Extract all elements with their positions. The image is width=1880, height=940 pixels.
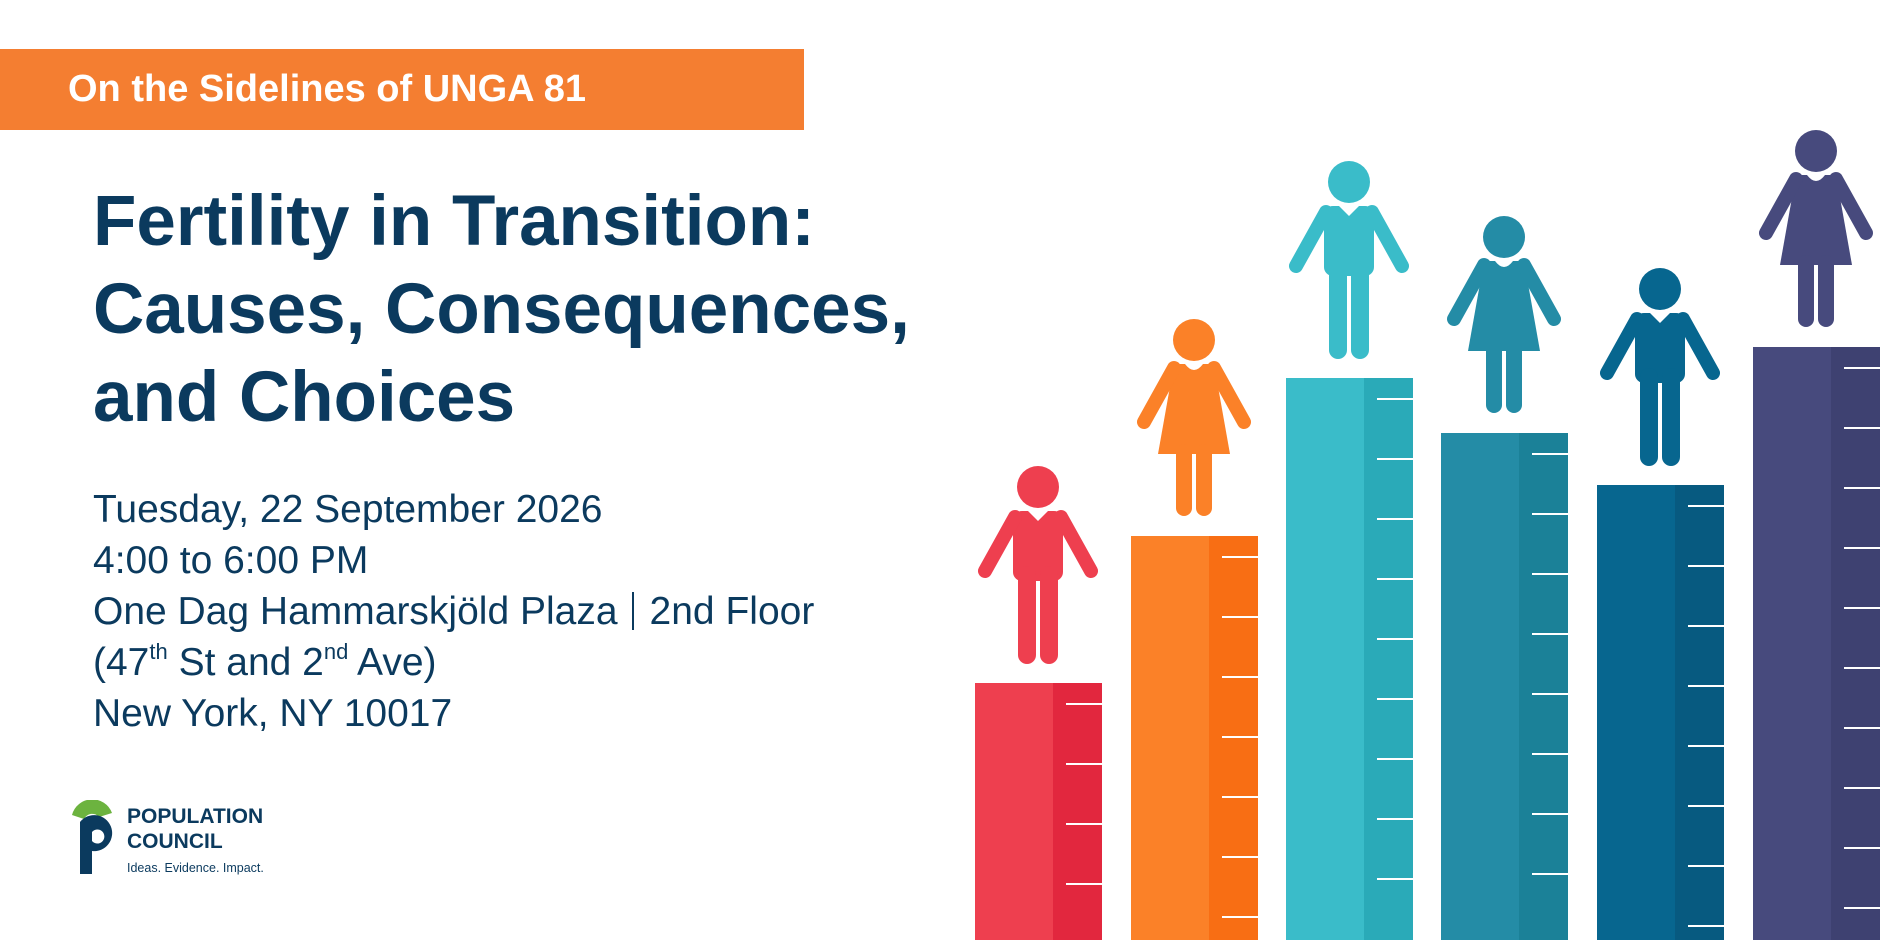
title-line-3: and Choices [93,358,516,437]
figure-right-arm [1054,510,1098,578]
figure-dress [1158,364,1230,454]
logo-tagline: Ideas. Evidence. Impact. [127,861,264,875]
logo-name: POPULATION COUNCIL [127,804,263,854]
event-title: Fertility in Transition: Causes, Consequ… [93,178,953,442]
figure-right-arm [1365,205,1409,273]
figure-right-arm [1829,172,1873,240]
figure-torso [1324,206,1374,276]
venue-floor: 2nd Floor [649,590,815,633]
event-banner: On the Sidelines of UNGA 81 [0,49,804,130]
cross-street-2-rest: Ave) [348,641,437,684]
event-date: Tuesday, 22 September 2026 [93,488,603,531]
figure-left-arm [1600,312,1644,380]
bar-shade [1831,347,1880,940]
man-figure-icon [978,466,1098,664]
figure-head [1017,466,1059,508]
figure-head [1328,161,1370,203]
figure-head [1483,216,1525,258]
venue-separator [631,592,634,630]
figure-left-arm [1447,258,1491,326]
bar-6 [1753,130,1880,940]
cross-street-1: (47 [93,641,150,684]
venue-building: One Dag Hammarskjöld Plaza [93,590,618,633]
figure-right-arm [1207,361,1251,429]
figure-head [1639,268,1681,310]
woman-figure-icon [1137,319,1251,516]
bar-shade [1675,485,1724,940]
figure-left-arm [978,510,1022,578]
event-venue: One Dag Hammarskjöld Plaza 2nd Floor [93,586,814,637]
event-city: New York, NY 10017 [93,692,453,735]
logo-name-line-2: COUNCIL [127,830,223,853]
event-details: Tuesday, 22 September 2026 4:00 to 6:00 … [93,484,814,739]
bar-4 [1441,216,1568,940]
figure-collar [1028,511,1048,521]
figure-torso [1013,511,1063,581]
fertility-bars-illustration [975,130,1880,940]
figure-left-arm [1759,172,1803,240]
bar-shade [1519,433,1568,940]
cross-street-2-suffix: nd [323,639,349,664]
bar-shade [1053,683,1102,940]
woman-figure-icon [1447,216,1561,413]
figure-collar [1495,261,1513,267]
figure-head [1173,319,1215,361]
title-line-2: Causes, Consequences, [93,270,910,349]
figure-collar [1650,313,1670,323]
figure-right-arm [1517,258,1561,326]
banner-text: On the Sidelines of UNGA 81 [68,68,587,110]
title-line-1: Fertility in Transition: [93,182,815,261]
figure-dress [1780,175,1852,265]
woman-figure-icon [1759,130,1873,327]
event-time: 4:00 to 6:00 PM [93,539,369,582]
population-council-logo-mark [72,800,113,874]
bar-shade [1364,378,1413,940]
figure-dress [1468,261,1540,351]
bar-5 [1597,268,1724,940]
man-figure-icon [1289,161,1409,359]
figure-collar [1807,175,1825,181]
figure-head [1795,130,1837,172]
cross-street-1-suffix: th [149,639,168,664]
figure-left-arm [1137,361,1181,429]
bar-2 [1131,319,1258,940]
population-council-logo: POPULATION COUNCIL Ideas. Evidence. Impa… [68,800,298,880]
figure-torso [1635,313,1685,383]
bar-1 [975,466,1102,940]
figure-collar [1185,364,1203,370]
figure-right-arm [1676,312,1720,380]
man-figure-icon [1600,268,1720,466]
event-cross-streets: (47th St and 2nd Ave) [93,637,814,688]
figure-left-arm [1289,205,1333,273]
cross-street-1-rest: St and 2 [167,641,324,684]
logo-name-line-1: POPULATION [127,805,264,828]
bar-3 [1286,161,1413,940]
figure-collar [1339,206,1359,216]
